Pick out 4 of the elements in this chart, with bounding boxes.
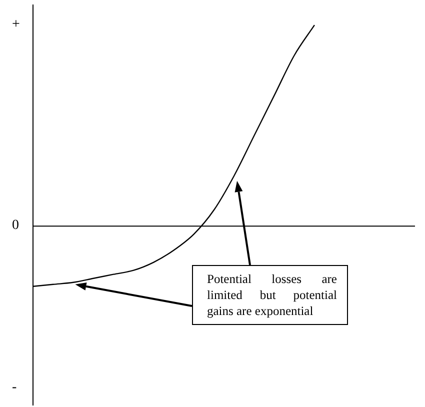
annotation: Potential losses are limited but potential gains are exponential bbox=[192, 265, 348, 325]
text: + bbox=[12, 17, 20, 34]
text: 0 bbox=[12, 218, 19, 234]
text: - bbox=[12, 380, 17, 396]
